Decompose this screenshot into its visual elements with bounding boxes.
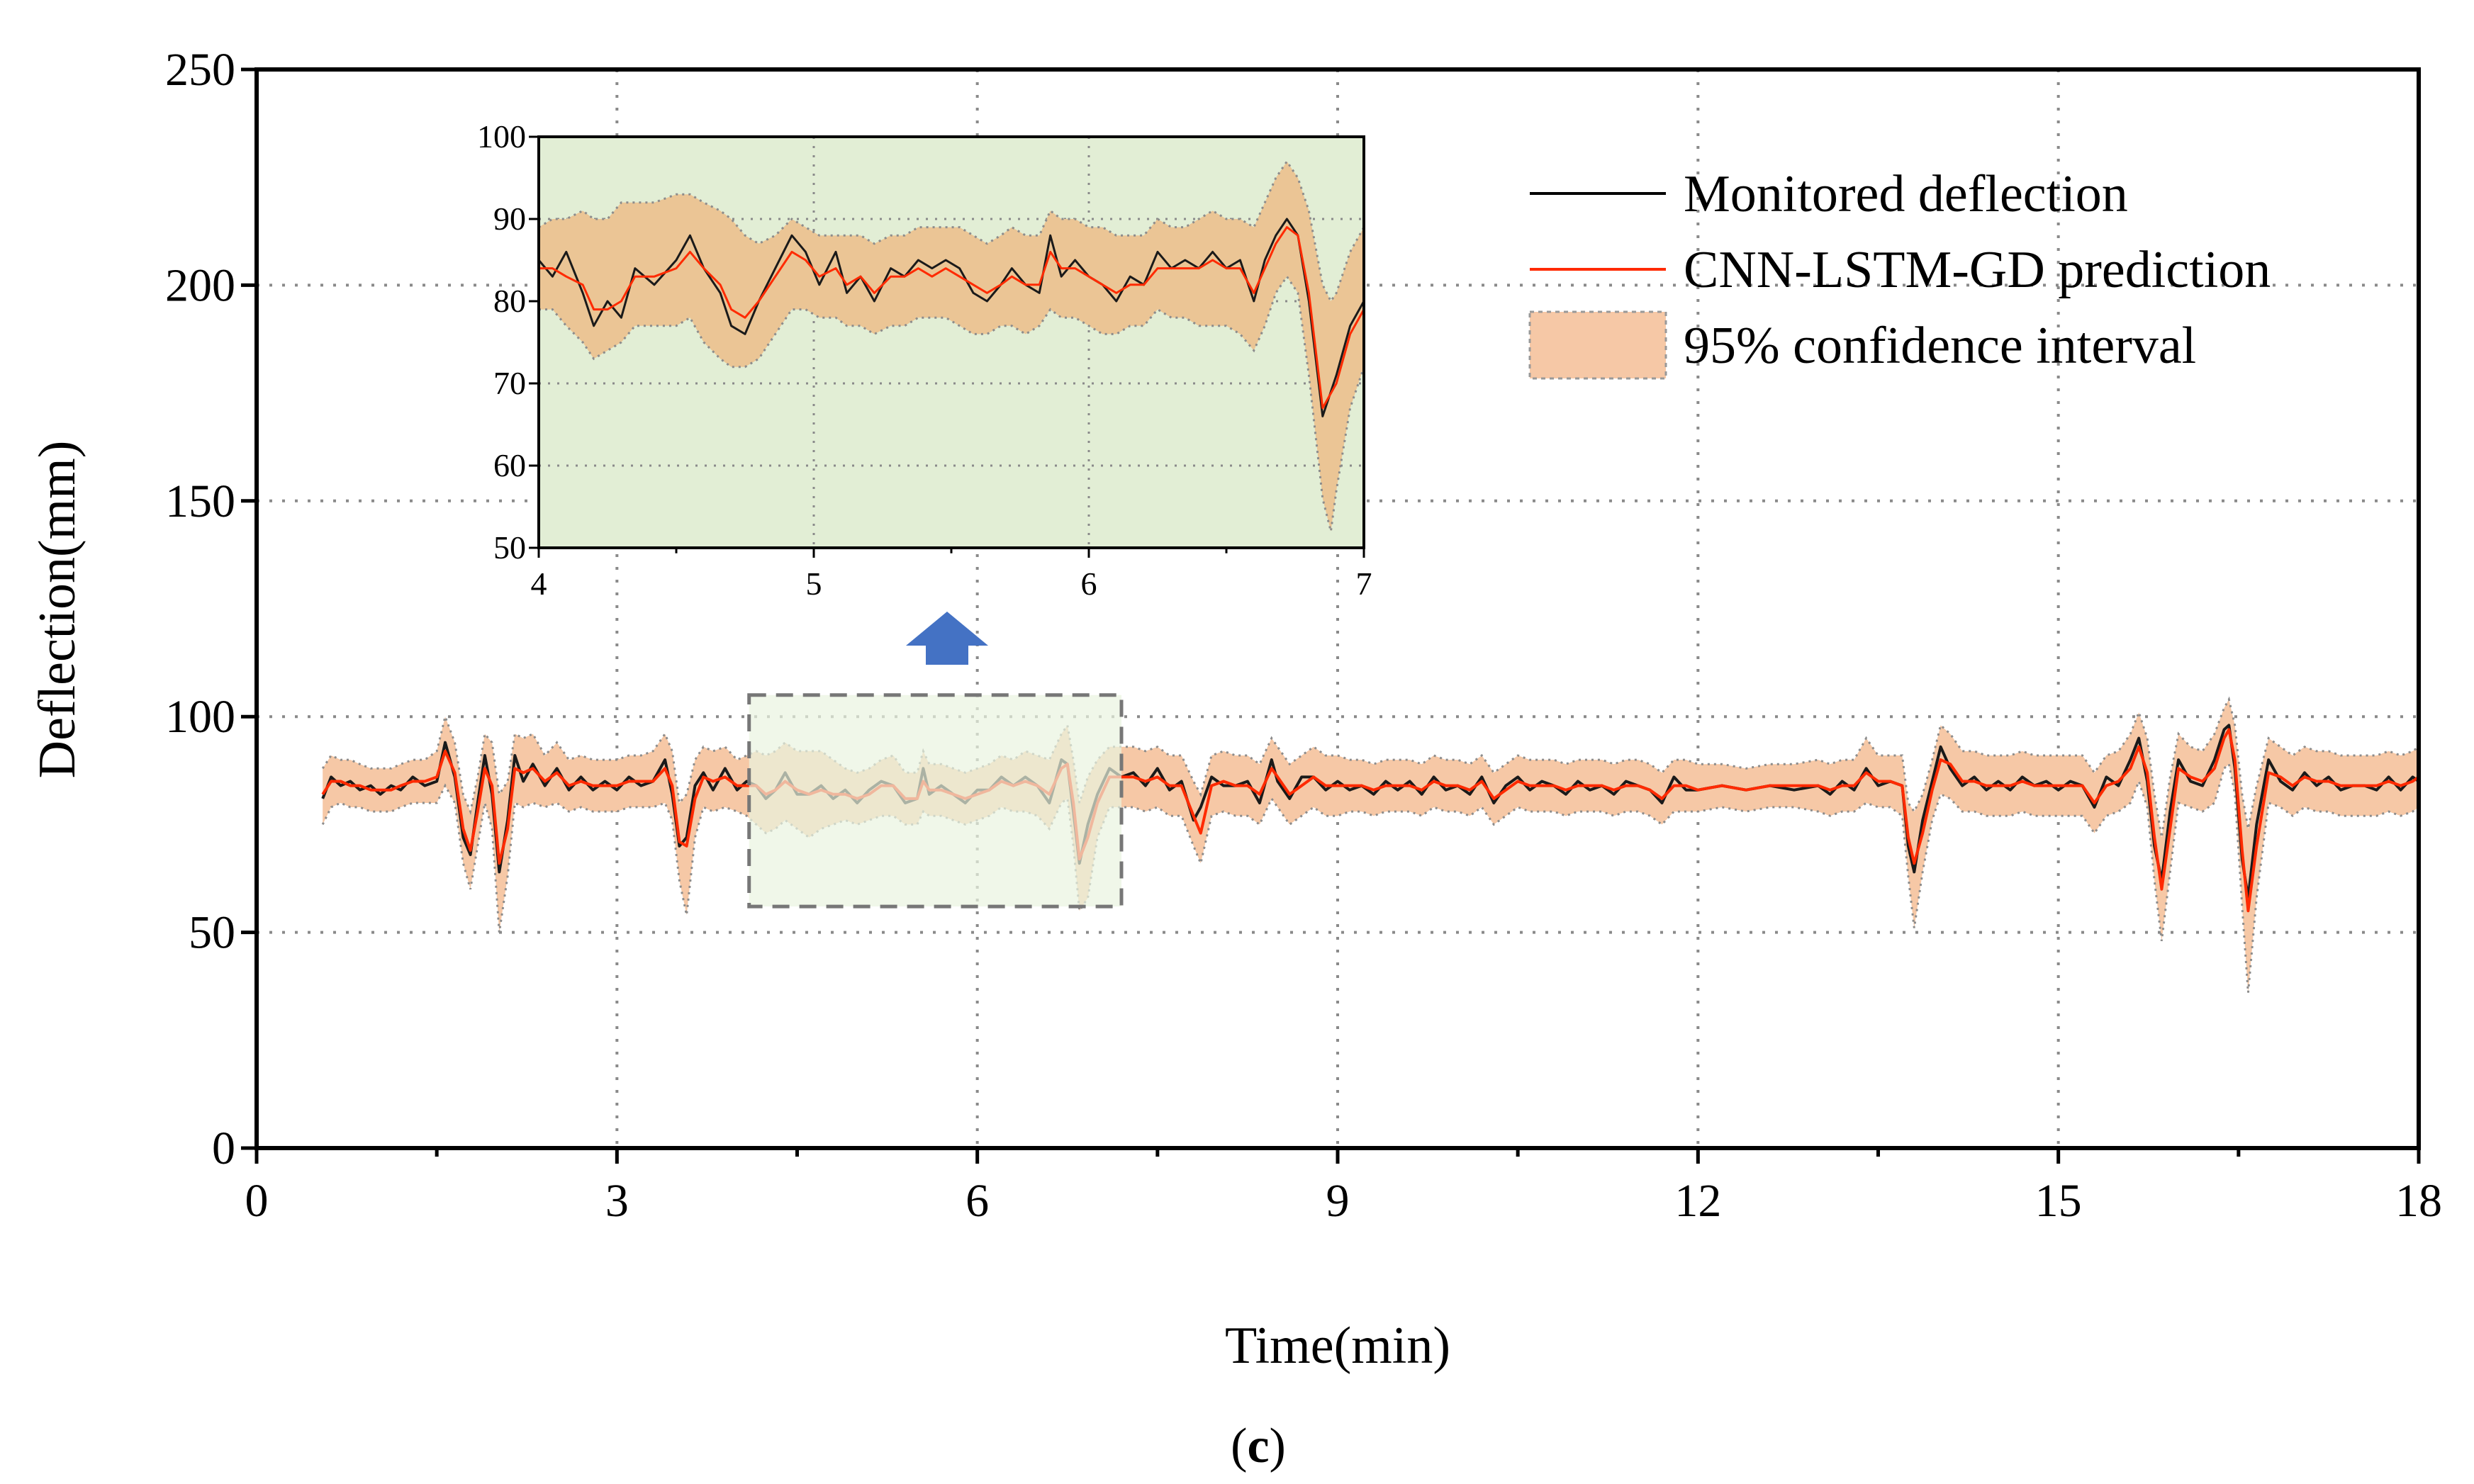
main-x-tick-label-3: 3 [605,1175,629,1227]
main-confidence-upper-bound [321,696,2419,838]
inset-y-tick-label-60: 60 [493,447,526,483]
inset-axis-ticks: 4 5 6 7 50 60 70 80 90 100 [477,118,1372,602]
inset-x-tick-label-6: 6 [1081,566,1097,602]
main-x-tick-label-15: 15 [2035,1175,2082,1227]
legend-label-monitored: Monitored deflection [1684,165,2128,223]
main-y-tick-label-200: 200 [165,259,235,311]
main-y-axis-title: Deflection(mm) [28,441,86,779]
zoom-arrow-icon [906,612,988,665]
main-zoom-region [747,693,1124,909]
legend-label-prediction: CNN-LSTM-GD prediction [1684,241,2271,299]
inset-grid [539,137,1364,548]
inset-x-tick-label-7: 7 [1356,566,1372,602]
inset-y-tick-label-80: 80 [493,283,526,319]
main-series-lines [321,724,2420,913]
main-y-tick-label-50: 50 [189,907,235,959]
main-x-tick-label-0: 0 [245,1175,269,1227]
inset-series-line-prediction [539,226,1365,410]
main-confidence-lower-bound [321,762,2419,993]
legend: Monitored deflection CNN-LSTM-GD predict… [1528,165,2271,380]
main-y-tick-label-100: 100 [165,691,235,743]
main-y-tick-label-0: 0 [212,1123,235,1174]
inset-x-tick-label-5: 5 [806,566,822,602]
legend-label-confidence: 95% confidence interval [1684,317,2196,375]
caption-close-paren: ) [1270,1419,1286,1473]
main-x-tick-label-12: 12 [1674,1175,1721,1227]
main-x-tick-label-18: 18 [2395,1175,2442,1227]
inset-series-line-monitored [537,218,1365,417]
main-confidence-band [321,696,2419,993]
main-x-tick-label-9: 9 [1326,1175,1350,1227]
inset-background [539,137,1364,548]
inset-x-tick-label-4: 4 [531,566,547,602]
inset-y-tick-label-100: 100 [477,118,526,154]
main-series-line-prediction [321,728,2420,913]
main-y-tick-label-250: 250 [165,44,235,96]
main-x-axis-title: Time(min) [1225,1317,1450,1375]
main-confidence-area [323,699,2419,993]
main-y-tick-label-150: 150 [165,476,235,527]
inset-y-tick-label-50: 50 [493,529,526,566]
figure-caption: (c) [1231,1419,1286,1473]
legend-swatch-confidence [1528,310,1667,380]
main-axis-ticks: 0 3 6 9 12 15 18 0 50 100 150 200 250 [165,44,2442,1227]
main-x-tick-label-6: 6 [965,1175,989,1227]
inset-series-lines [537,218,1365,417]
inset-y-tick-label-90: 90 [493,201,526,237]
caption-open-paren: ( [1231,1419,1247,1473]
inset-y-tick-label-70: 70 [493,365,526,401]
caption-letter: c [1247,1419,1269,1473]
